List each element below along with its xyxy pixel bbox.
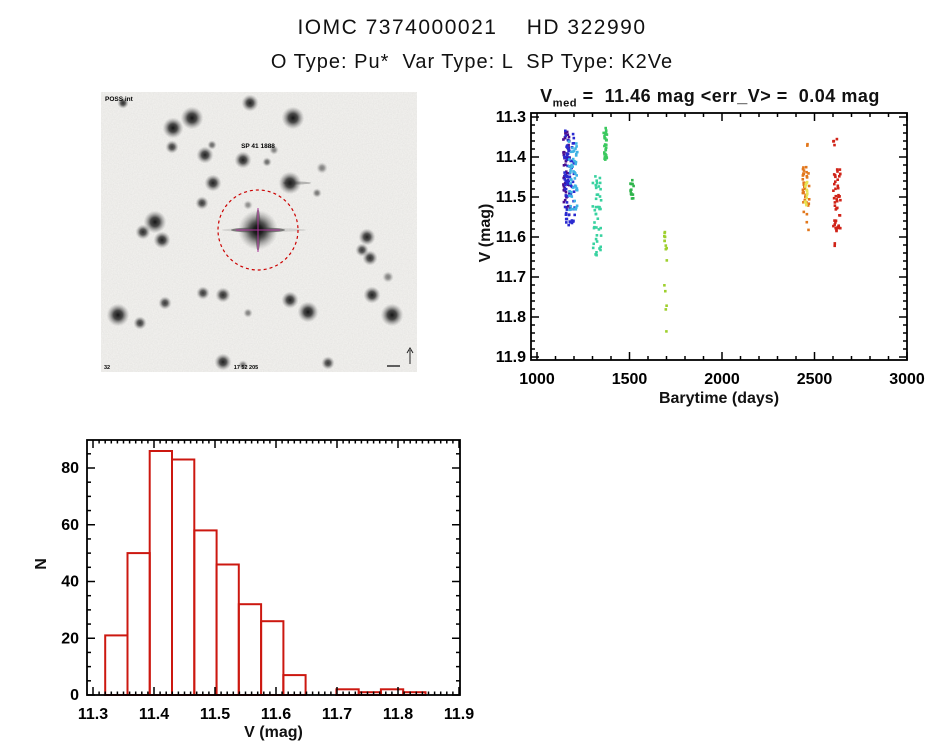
svg-text:2500: 2500 — [797, 371, 833, 388]
svg-text:11.7: 11.7 — [322, 706, 352, 723]
svg-text:2000: 2000 — [704, 371, 740, 388]
svg-text:11.4: 11.4 — [496, 149, 526, 166]
lightcurve-title: Vmed = 11.46 mag <err_V> = 0.04 mag — [480, 86, 940, 110]
svg-text:20: 20 — [61, 630, 79, 647]
svg-text:11.9: 11.9 — [496, 349, 526, 366]
lightcurve-title-base: V — [540, 86, 553, 106]
histogram-xaxis-label: V (mag) — [244, 724, 303, 741]
finding-chart: SP 41 1888 POSS int 32 17 52 205 — [101, 92, 417, 372]
svg-text:11.6: 11.6 — [261, 706, 291, 723]
svg-text:1000: 1000 — [519, 371, 555, 388]
svg-text:11.4: 11.4 — [139, 706, 169, 723]
svg-text:11.8: 11.8 — [383, 706, 413, 723]
svg-text:11.6: 11.6 — [496, 229, 526, 246]
svg-text:0: 0 — [70, 687, 79, 704]
svg-text:11.5: 11.5 — [200, 706, 230, 723]
svg-text:3000: 3000 — [889, 371, 925, 388]
svg-text:11.3: 11.3 — [78, 706, 108, 723]
svg-text:40: 40 — [61, 574, 79, 591]
page-title: IOMC 7374000021 HD 322990 — [297, 16, 647, 39]
svg-text:80: 80 — [61, 460, 79, 477]
histogram-plot: 11.3 11.4 11.5 11.6 11.7 11.8 11.9 0 20 40 60 80 — [61, 439, 474, 723]
page-subtitle: O Type: Pu* Var Type: L SP Type: K2Ve — [270, 51, 674, 73]
svg-text:11.8: 11.8 — [496, 309, 526, 326]
lightcurve-title-sub: med — [552, 97, 578, 110]
svg-text:1500: 1500 — [612, 371, 648, 388]
svg-text:11.5: 11.5 — [496, 189, 526, 206]
north-arrow-icon — [406, 347, 414, 364]
coordinates-label: 17 52 205 — [234, 365, 258, 371]
svg-text:60: 60 — [61, 517, 79, 534]
corner-label: 32 — [104, 365, 110, 371]
lightcurve-xaxis-label: Barytime (days) — [658, 390, 780, 407]
svg-text:11.3: 11.3 — [496, 109, 526, 126]
survey-label: POSS int — [105, 96, 134, 103]
svg-text:11.9: 11.9 — [444, 706, 474, 723]
svg-text:11.7: 11.7 — [496, 269, 526, 286]
target-label: SP 41 1888 — [241, 143, 275, 150]
lightcurve-plot: 1000 1500 2000 2500 3000 11.3 11.4 11.5 11.6 11.7… — [496, 109, 925, 388]
lightcurve-title-rest: = 11.46 mag <err_V> = 0.04 mag — [577, 86, 880, 106]
target-aperture-circle — [217, 189, 299, 271]
